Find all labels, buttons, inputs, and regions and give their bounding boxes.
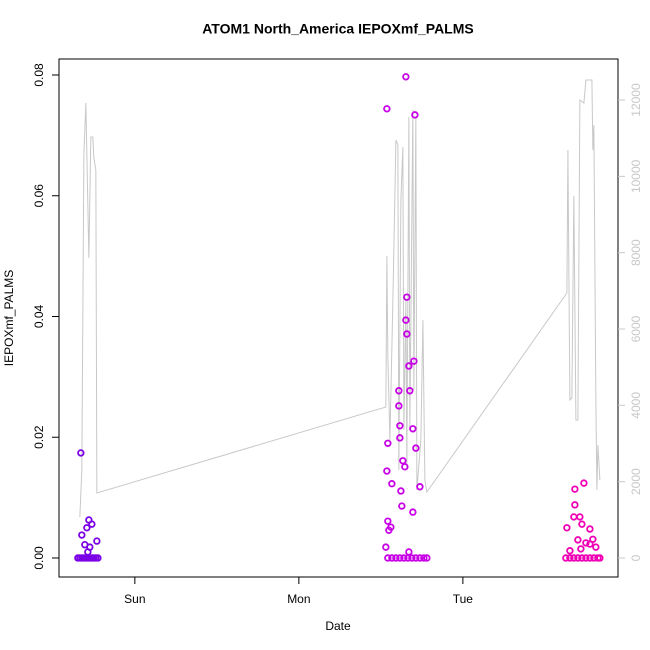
y2-tick-label: 4000 bbox=[629, 392, 643, 419]
point bbox=[406, 387, 414, 395]
point bbox=[416, 554, 424, 562]
point bbox=[403, 330, 411, 338]
y-tick-label: 0.04 bbox=[32, 304, 46, 328]
point bbox=[396, 434, 404, 442]
point bbox=[570, 554, 578, 562]
x-tick-label: Tue bbox=[453, 592, 474, 606]
line bbox=[79, 79, 601, 518]
point bbox=[416, 483, 424, 491]
point bbox=[395, 402, 403, 410]
point bbox=[578, 520, 586, 528]
point bbox=[396, 554, 404, 562]
point bbox=[576, 513, 584, 521]
point bbox=[384, 517, 392, 525]
y2-tick-label: 6000 bbox=[629, 315, 643, 342]
y2-tick-label: 8000 bbox=[629, 239, 643, 266]
plot-frame bbox=[58, 58, 619, 578]
y2-tick-label: 12000 bbox=[629, 83, 643, 117]
x-tick-label: Mon bbox=[287, 592, 310, 606]
point bbox=[399, 457, 407, 465]
point bbox=[392, 554, 400, 562]
point bbox=[577, 545, 585, 553]
point bbox=[578, 554, 586, 562]
point bbox=[409, 508, 417, 516]
y2-tick-label: 10000 bbox=[629, 159, 643, 193]
y2-tick-label: 0 bbox=[629, 554, 643, 561]
point bbox=[397, 487, 405, 495]
point bbox=[566, 547, 574, 555]
y2-tick-label: 2000 bbox=[629, 468, 643, 495]
point bbox=[574, 554, 582, 562]
point bbox=[77, 449, 85, 457]
y-tick-label: 0.06 bbox=[32, 184, 46, 208]
point bbox=[88, 520, 96, 528]
point bbox=[571, 501, 579, 509]
point bbox=[420, 554, 428, 562]
point bbox=[388, 554, 396, 562]
point bbox=[384, 439, 392, 447]
point bbox=[383, 467, 391, 475]
point bbox=[582, 554, 590, 562]
point bbox=[412, 444, 420, 452]
y-axis-label: IEPOXmf_PALMS bbox=[2, 270, 16, 366]
point bbox=[94, 554, 102, 562]
point bbox=[408, 554, 416, 562]
point bbox=[385, 526, 393, 534]
y-tick-label: 0.00 bbox=[32, 546, 46, 570]
point bbox=[574, 536, 582, 544]
point bbox=[571, 485, 579, 493]
point bbox=[562, 554, 570, 562]
point bbox=[410, 357, 418, 365]
point bbox=[412, 554, 420, 562]
chart-title: ATOM1 North_America IEPOXmf_PALMS bbox=[202, 21, 474, 37]
point bbox=[596, 554, 604, 562]
point bbox=[78, 531, 86, 539]
point bbox=[396, 422, 404, 430]
y-tick-label: 0.02 bbox=[32, 425, 46, 449]
point bbox=[582, 539, 590, 547]
point bbox=[566, 554, 574, 562]
point bbox=[403, 293, 411, 301]
point bbox=[382, 543, 390, 551]
point bbox=[563, 524, 571, 532]
point bbox=[384, 554, 392, 562]
point bbox=[383, 105, 391, 113]
point bbox=[586, 554, 594, 562]
point bbox=[83, 524, 91, 532]
point bbox=[405, 362, 413, 370]
point bbox=[411, 111, 419, 119]
point bbox=[84, 548, 92, 556]
point bbox=[395, 387, 403, 395]
point bbox=[586, 525, 594, 533]
point bbox=[402, 73, 410, 81]
y-tick-label: 0.08 bbox=[32, 63, 46, 87]
point bbox=[402, 316, 410, 324]
point bbox=[570, 513, 578, 521]
x-tick-label: Sun bbox=[124, 592, 145, 606]
point bbox=[388, 480, 396, 488]
point bbox=[592, 543, 600, 551]
point bbox=[401, 463, 409, 471]
point bbox=[400, 554, 408, 562]
point bbox=[405, 548, 413, 556]
point bbox=[586, 540, 594, 548]
point bbox=[423, 554, 431, 562]
point bbox=[398, 502, 406, 510]
point bbox=[93, 537, 101, 545]
x-axis-label: Date bbox=[325, 619, 351, 633]
point bbox=[409, 425, 417, 433]
point bbox=[580, 479, 588, 487]
